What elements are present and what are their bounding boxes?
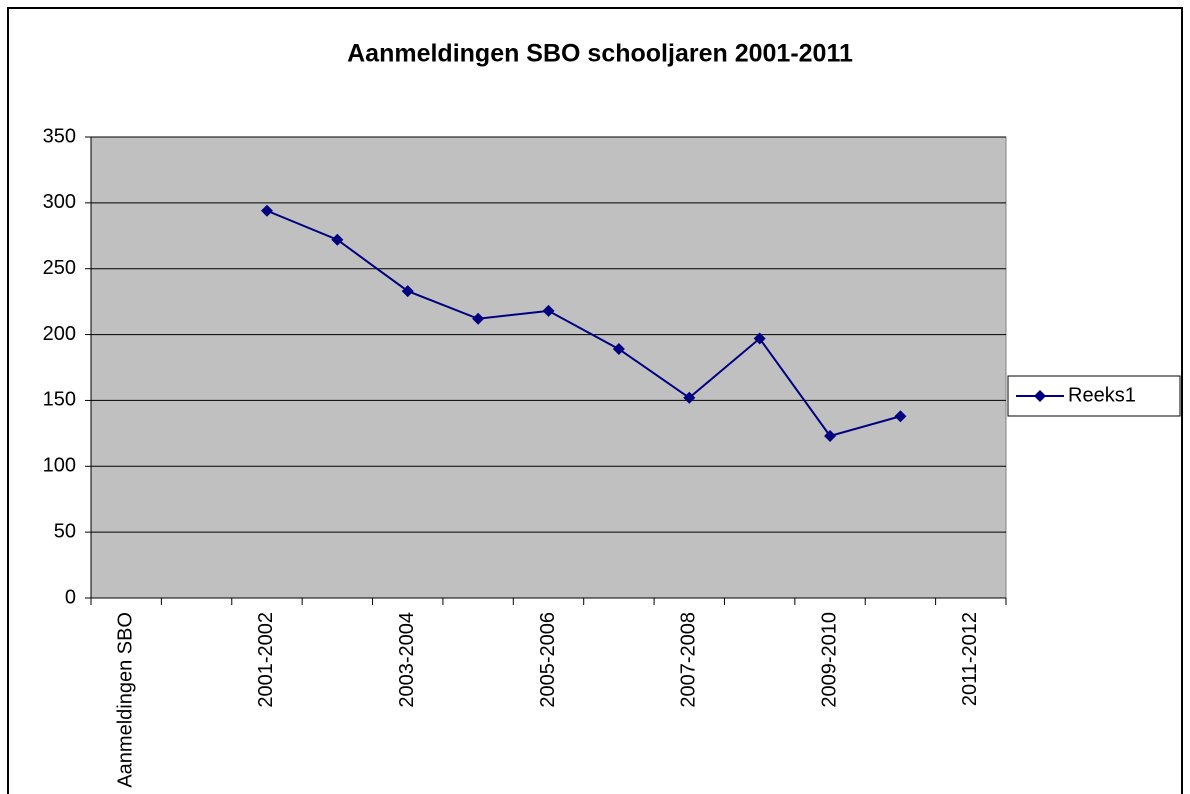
point (612, 343, 625, 356)
y-tick-label: 350 (43, 125, 76, 147)
y-tick-label: 300 (43, 191, 76, 213)
point (472, 312, 485, 325)
y-tick-label: 250 (43, 257, 76, 279)
point (260, 204, 273, 217)
y-tick-label: 200 (43, 323, 76, 345)
point (331, 233, 344, 246)
point (683, 391, 696, 404)
y-tick-label: 0 (65, 586, 76, 608)
x-tick-label: 2007-2008 (678, 612, 700, 708)
plot-area (90, 136, 1007, 599)
legend-marker (1034, 390, 1046, 402)
legend-label: Reeks1 (1068, 384, 1136, 406)
x-tick-label: Aanmeldingen SBO (114, 612, 136, 788)
chart-title: Aanmeldingen SBO schooljaren 2001-2011 (347, 40, 853, 68)
x-tick-label: 2001-2002 (255, 612, 277, 708)
y-tick-label: 150 (43, 389, 76, 411)
point (894, 410, 907, 423)
series-line (266, 209, 901, 438)
x-tick-label: 2003-2004 (396, 612, 418, 708)
point (401, 285, 414, 298)
point (824, 429, 837, 442)
y-tick-label: 50 (54, 520, 76, 542)
point (753, 332, 766, 345)
x-tick-label: 2009-2010 (818, 612, 840, 708)
x-tick-label: 2005-2006 (537, 612, 559, 708)
x-tick-label: 2011-2012 (959, 612, 981, 706)
point (542, 304, 555, 317)
y-tick-label: 100 (43, 455, 76, 477)
